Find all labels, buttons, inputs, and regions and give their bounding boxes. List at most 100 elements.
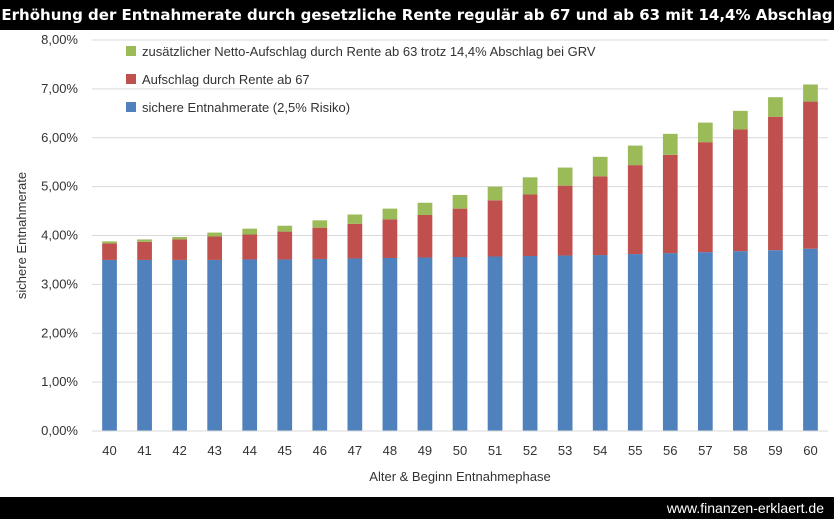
bar-segment-series-2 <box>277 231 293 260</box>
legend-label: zusätzlicher Netto-Aufschlag durch Rente… <box>142 44 596 59</box>
y-tick-label: 6,00% <box>41 130 78 145</box>
bar-segment-series-3 <box>487 186 503 201</box>
bar-segment-series-1 <box>452 257 468 431</box>
bar-segment-series-1 <box>312 258 328 431</box>
bar-segment-series-1 <box>277 259 293 431</box>
bar-segment-series-2 <box>733 129 748 252</box>
bar-segment-series-3 <box>347 214 363 224</box>
x-tick-label: 53 <box>558 443 572 458</box>
y-tick-label: 2,00% <box>41 325 78 340</box>
x-tick-label: 54 <box>593 443 607 458</box>
x-tick-label: 51 <box>488 443 502 458</box>
bar-segment-series-1 <box>522 256 538 431</box>
bar-segment-series-1 <box>172 259 187 431</box>
y-tick-label: 0,00% <box>41 423 78 438</box>
bar-segment-series-1 <box>242 259 258 431</box>
bar-segment-series-1 <box>382 257 398 431</box>
bar-segment-series-3 <box>102 241 117 244</box>
x-tick-label: 50 <box>453 443 467 458</box>
bar-segment-series-1 <box>803 248 818 431</box>
legend-swatch <box>126 102 136 112</box>
bar-segment-series-3 <box>662 133 678 155</box>
bar-segment-series-2 <box>627 165 643 255</box>
bar-segment-series-3 <box>172 236 187 240</box>
x-tick-label: 57 <box>698 443 712 458</box>
y-axis-title: sichere Entnahmerate <box>14 172 29 299</box>
bar-segment-series-1 <box>662 253 678 431</box>
x-tick-label: 45 <box>278 443 292 458</box>
bar-segment-series-1 <box>487 256 503 431</box>
x-tick-label: 44 <box>242 443 256 458</box>
bar-segment-series-2 <box>417 214 433 258</box>
legend-label: Aufschlag durch Rente ab 67 <box>142 72 310 87</box>
bar-segment-series-2 <box>522 194 538 257</box>
x-tick-label: 59 <box>768 443 782 458</box>
bar-segment-series-1 <box>102 259 117 431</box>
bar-segment-series-2 <box>487 200 503 257</box>
bar-segment-series-2 <box>242 234 258 260</box>
bar-segment-series-1 <box>592 255 608 431</box>
bar-segment-series-2 <box>382 219 398 258</box>
x-axis-ticks: 40 41 42 43 44 45 46 47 48 49 50 51 52 53 54 55 56 57 58 59… <box>102 443 817 458</box>
legend-swatch <box>126 74 136 84</box>
bar-segment-series-1 <box>137 259 152 431</box>
bar-segment-series-3 <box>277 225 293 232</box>
bar-segment-series-1 <box>768 250 783 431</box>
bar-segment-series-2 <box>662 154 678 254</box>
footer-bar: www.finanzen-erklaert.de <box>0 497 834 519</box>
stacked-bar-chart: 0,00% 1,00% 2,00% 3,00% 4,00% 5,00% 6,00% 7,00%… <box>14 32 828 484</box>
bar-segment-series-3 <box>417 202 433 215</box>
bar-segment-series-2 <box>697 142 713 253</box>
x-tick-label: 60 <box>803 443 817 458</box>
x-tick-label: 41 <box>137 443 151 458</box>
bars <box>102 84 818 431</box>
bar-segment-series-3 <box>557 167 573 186</box>
bar-segment-series-2 <box>592 176 608 256</box>
x-tick-label: 58 <box>733 443 747 458</box>
bar-segment-series-2 <box>557 185 573 256</box>
bar-segment-series-2 <box>312 227 328 259</box>
bar-segment-series-3 <box>803 84 818 102</box>
x-axis-title: Alter & Beginn Entnahmephase <box>369 469 550 484</box>
bar-segment-series-2 <box>347 223 363 259</box>
x-tick-label: 47 <box>348 443 362 458</box>
bar-segment-series-2 <box>803 101 818 249</box>
x-tick-label: 56 <box>663 443 677 458</box>
bar-segment-series-1 <box>733 251 748 431</box>
bar-segment-series-1 <box>557 255 573 431</box>
chart-title: Erhöhung der Entnahmerate durch gesetzli… <box>0 0 834 30</box>
bar-segment-series-3 <box>312 220 328 228</box>
bar-segment-series-3 <box>627 145 643 166</box>
bar-segment-series-3 <box>768 97 783 117</box>
bar-segment-series-3 <box>207 232 223 237</box>
y-axis-ticks: 0,00% 1,00% 2,00% 3,00% 4,00% 5,00% 6,00% 7,00%… <box>41 32 78 438</box>
bar-segment-series-2 <box>207 236 223 260</box>
bar-segment-series-1 <box>347 258 363 431</box>
y-tick-label: 8,00% <box>41 32 78 47</box>
bar-segment-series-3 <box>522 177 538 195</box>
bar-segment-series-3 <box>592 156 608 177</box>
x-tick-label: 40 <box>102 443 116 458</box>
bar-segment-series-2 <box>172 239 187 260</box>
bar-segment-series-2 <box>137 241 152 260</box>
y-tick-label: 3,00% <box>41 276 78 291</box>
x-tick-label: 46 <box>313 443 327 458</box>
bar-segment-series-3 <box>382 208 398 220</box>
x-tick-label: 52 <box>523 443 537 458</box>
x-tick-label: 43 <box>207 443 221 458</box>
x-tick-label: 55 <box>628 443 642 458</box>
bar-segment-series-2 <box>768 116 783 251</box>
legend-label: sichere Entnahmerate (2,5% Risiko) <box>142 100 350 115</box>
x-tick-label: 48 <box>383 443 397 458</box>
bar-segment-series-3 <box>452 194 468 209</box>
bar-segment-series-1 <box>207 259 223 431</box>
legend-swatch <box>126 46 136 56</box>
bar-segment-series-1 <box>417 257 433 431</box>
bar-segment-series-3 <box>697 122 713 143</box>
bar-segment-series-3 <box>733 110 748 130</box>
y-tick-label: 5,00% <box>41 179 78 194</box>
bar-segment-series-1 <box>627 254 643 431</box>
bar-segment-series-2 <box>452 208 468 258</box>
legend: zusätzlicher Netto-Aufschlag durch Rente… <box>126 44 596 115</box>
footer-url: www.finanzen-erklaert.de <box>666 500 824 516</box>
